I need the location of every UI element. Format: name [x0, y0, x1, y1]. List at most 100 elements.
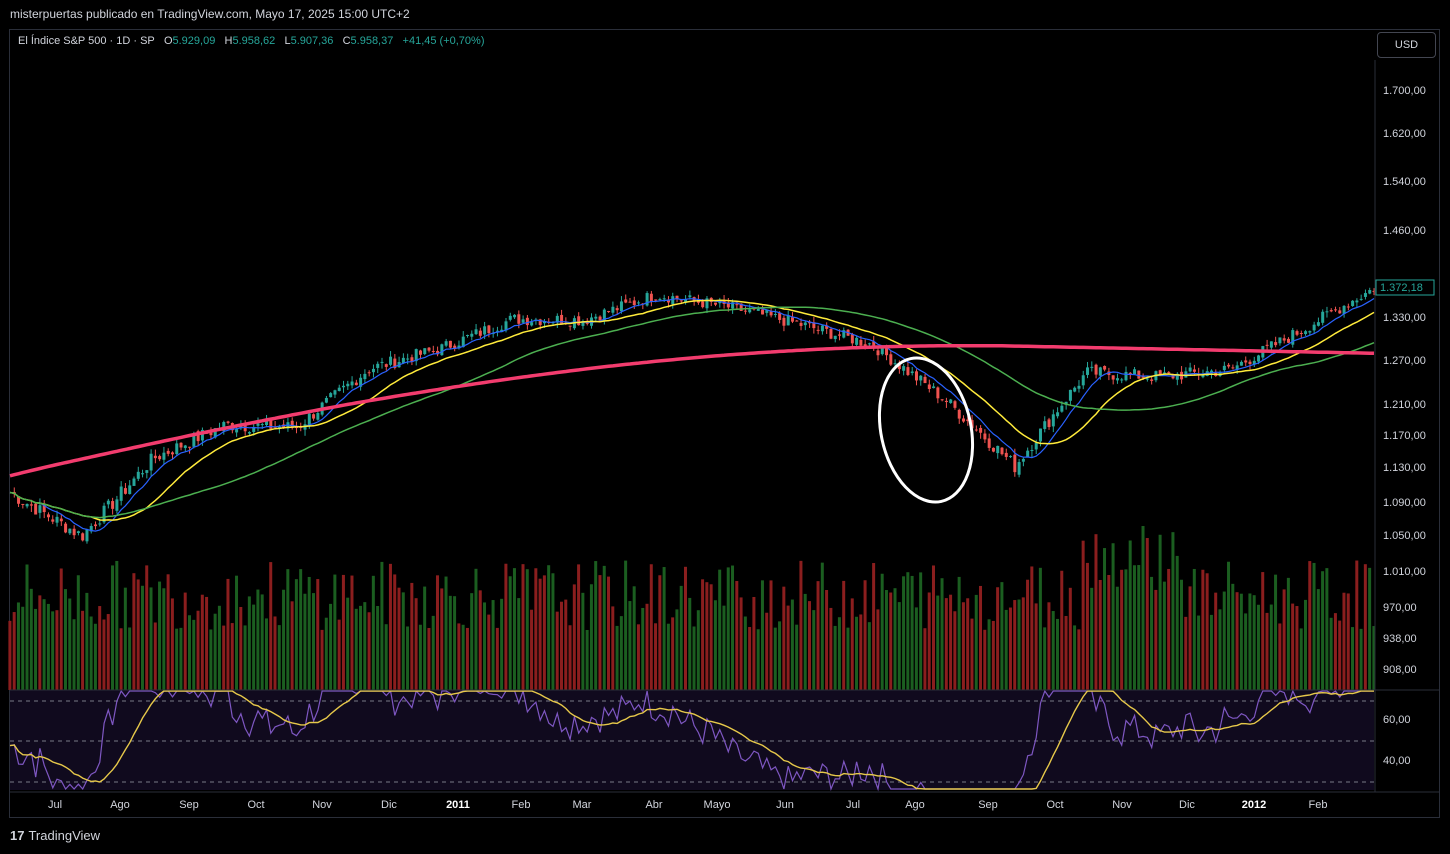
- volume-bar: [359, 605, 363, 690]
- volume-bar: [1333, 613, 1337, 690]
- candle-body: [256, 423, 260, 426]
- volume-bar: [1368, 567, 1372, 690]
- candle-body: [803, 322, 807, 326]
- volume-bar: [786, 605, 790, 690]
- candles-group: [12, 287, 1376, 544]
- candle-body: [389, 356, 393, 365]
- volume-bar: [337, 619, 341, 690]
- candle-body: [773, 314, 777, 316]
- volume-bar: [1201, 569, 1205, 690]
- volume-bar: [226, 578, 230, 690]
- candle-body: [324, 397, 328, 403]
- time-axis-label: Sep: [978, 799, 998, 811]
- candle-body: [726, 302, 730, 308]
- candle-body: [132, 478, 136, 486]
- price-axis-label: 1.050,00: [1383, 530, 1426, 542]
- candle-body: [354, 382, 358, 386]
- candle-body: [1124, 371, 1128, 381]
- candle-body: [833, 335, 837, 340]
- volume-bar: [42, 599, 46, 690]
- volume-bar: [1154, 589, 1158, 690]
- candle-body: [944, 400, 948, 403]
- candle-body: [128, 485, 132, 495]
- candle-body: [1111, 375, 1115, 380]
- volume-bar: [239, 606, 243, 690]
- candle-body: [504, 321, 508, 331]
- candle-body: [1060, 405, 1064, 412]
- volume-bar: [649, 564, 653, 690]
- candle-body: [705, 298, 709, 309]
- ma-yellow-line: [9, 299, 1375, 521]
- volume-bar: [803, 593, 807, 690]
- price-axis-label: 970,00: [1383, 602, 1417, 614]
- volume-bar: [722, 605, 726, 690]
- volume-bar: [273, 616, 277, 690]
- candle-body: [1133, 369, 1137, 375]
- candle-body: [957, 409, 961, 419]
- volume-bar: [1098, 579, 1102, 690]
- candle-body: [838, 334, 842, 336]
- volume-bar: [867, 622, 871, 690]
- candle-body: [34, 503, 38, 515]
- candle-body: [624, 299, 628, 303]
- volume-bar: [371, 575, 375, 690]
- candle-body: [1017, 462, 1021, 475]
- rsi-line: [9, 688, 1374, 792]
- candle-body: [1321, 311, 1325, 323]
- volume-bar: [1222, 591, 1226, 690]
- volume-bar: [688, 597, 692, 690]
- volume-bar: [1043, 627, 1047, 690]
- price-axis-label: 1.090,00: [1383, 497, 1426, 509]
- candle-body: [876, 350, 880, 356]
- candle-body: [893, 363, 897, 365]
- candle-body: [679, 300, 683, 302]
- volume-bar: [701, 579, 705, 690]
- price-axis-label: 1.270,00: [1383, 355, 1426, 367]
- candle-body: [1368, 290, 1372, 294]
- candle-body: [1252, 360, 1256, 365]
- candle-body: [1278, 337, 1282, 344]
- volume-bar: [1081, 540, 1085, 690]
- candle-body: [1103, 366, 1107, 370]
- candle-body: [756, 308, 760, 311]
- volume-bar: [1286, 577, 1290, 690]
- candle-body: [1316, 322, 1320, 326]
- candle-body: [247, 432, 251, 434]
- candle-body: [863, 344, 867, 347]
- volume-bar: [1359, 628, 1363, 690]
- candle-body: [1227, 364, 1231, 367]
- candle-body: [991, 447, 995, 452]
- candle-body: [513, 314, 517, 318]
- candle-body: [265, 419, 269, 426]
- volume-bar: [641, 607, 645, 690]
- candle-body: [1282, 338, 1286, 341]
- volume-bar: [440, 588, 444, 690]
- volume-bar: [970, 618, 974, 690]
- candle-body: [252, 427, 256, 432]
- volume-bar: [21, 606, 25, 690]
- volume-bar: [508, 576, 512, 690]
- volume-bar: [1316, 589, 1320, 690]
- volume-bar: [1274, 574, 1278, 690]
- candle-body: [222, 422, 226, 432]
- candle-body: [855, 337, 859, 345]
- candle-body: [628, 301, 632, 303]
- candle-body: [312, 414, 316, 419]
- volume-bar: [59, 568, 63, 690]
- candle-body: [269, 420, 273, 429]
- volume-bar: [183, 592, 187, 690]
- currency-button[interactable]: USD: [1377, 32, 1436, 58]
- volume-bar: [1017, 599, 1021, 690]
- candle-body: [235, 429, 239, 433]
- time-axis-label: Feb: [512, 799, 531, 811]
- candle-body: [739, 303, 743, 311]
- footer-brand[interactable]: 17 TradingView: [10, 828, 100, 843]
- candle-body: [384, 364, 388, 367]
- volume-bar: [778, 621, 782, 690]
- candle-body: [1004, 452, 1008, 457]
- open-label: O: [163, 35, 173, 47]
- volume-bar: [1026, 579, 1030, 690]
- volume-bar: [222, 625, 226, 690]
- candle-body: [406, 358, 410, 360]
